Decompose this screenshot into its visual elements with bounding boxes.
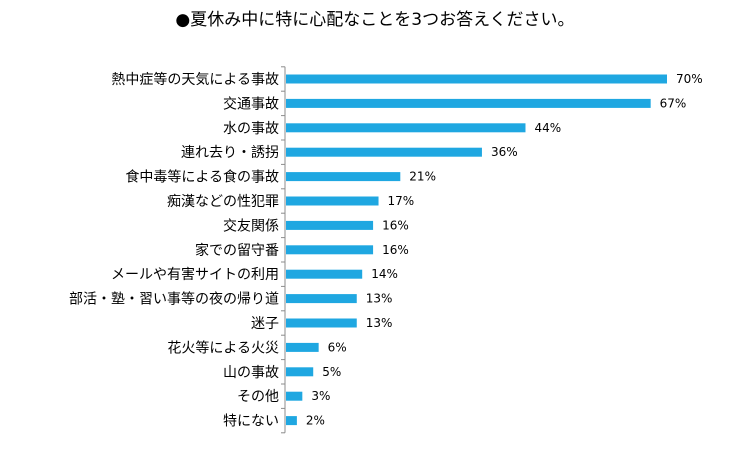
data-label: 44%	[534, 121, 561, 135]
data-label: 21%	[409, 170, 436, 184]
data-label: 17%	[388, 194, 415, 208]
category-label: メールや有害サイトの利用	[111, 267, 279, 283]
data-label: 5%	[322, 365, 341, 379]
bar	[286, 123, 526, 133]
bar	[286, 196, 379, 206]
data-label: 3%	[311, 389, 330, 403]
category-label: 特にない	[223, 414, 279, 430]
category-label: 迷子	[251, 316, 279, 332]
chart-marks: 熱中症等の天気による事故 70% 交通事故 67% 水の事故 44% 連れ去り・誘拐 36% 食…	[69, 66, 703, 434]
data-label: 67%	[660, 96, 687, 110]
data-label: 14%	[371, 267, 398, 281]
data-label: 2%	[306, 414, 325, 428]
data-label: 13%	[366, 292, 393, 306]
data-label: 16%	[382, 218, 409, 232]
category-label: 食中毒等による食の事故	[125, 169, 279, 186]
bar	[286, 367, 314, 377]
category-label: その他	[237, 389, 279, 405]
bar	[286, 416, 297, 426]
category-label: 花火等による火災	[167, 339, 279, 356]
bar	[286, 245, 374, 255]
category-label: 部活・塾・習い事等の夜の帰り道	[69, 291, 279, 308]
bar	[286, 147, 482, 157]
category-label: 水の事故	[223, 121, 279, 137]
data-label: 6%	[328, 340, 347, 354]
data-label: 70%	[676, 72, 703, 86]
data-label: 13%	[366, 316, 393, 330]
bar	[286, 294, 357, 304]
bar	[286, 318, 357, 328]
bar	[286, 269, 363, 279]
category-label: 家での留守番	[195, 242, 279, 259]
data-label: 16%	[382, 243, 409, 257]
bar	[286, 220, 374, 230]
category-label: 熱中症等の天気による事故	[111, 71, 279, 88]
data-label: 36%	[491, 145, 518, 159]
bar	[286, 172, 401, 182]
bar	[286, 391, 303, 401]
category-label: 交通事故	[223, 95, 279, 112]
category-label: 山の事故	[223, 365, 279, 381]
bar	[286, 98, 651, 108]
category-label: 痴漢などの性犯罪	[167, 194, 279, 210]
bar	[286, 342, 319, 352]
chart-title: ●夏休み中に特に心配なことを3つお答えください。	[175, 10, 575, 30]
category-label: 交友関係	[223, 217, 279, 234]
bar	[286, 74, 667, 84]
category-label: 連れ去り・誘拐	[181, 145, 279, 161]
